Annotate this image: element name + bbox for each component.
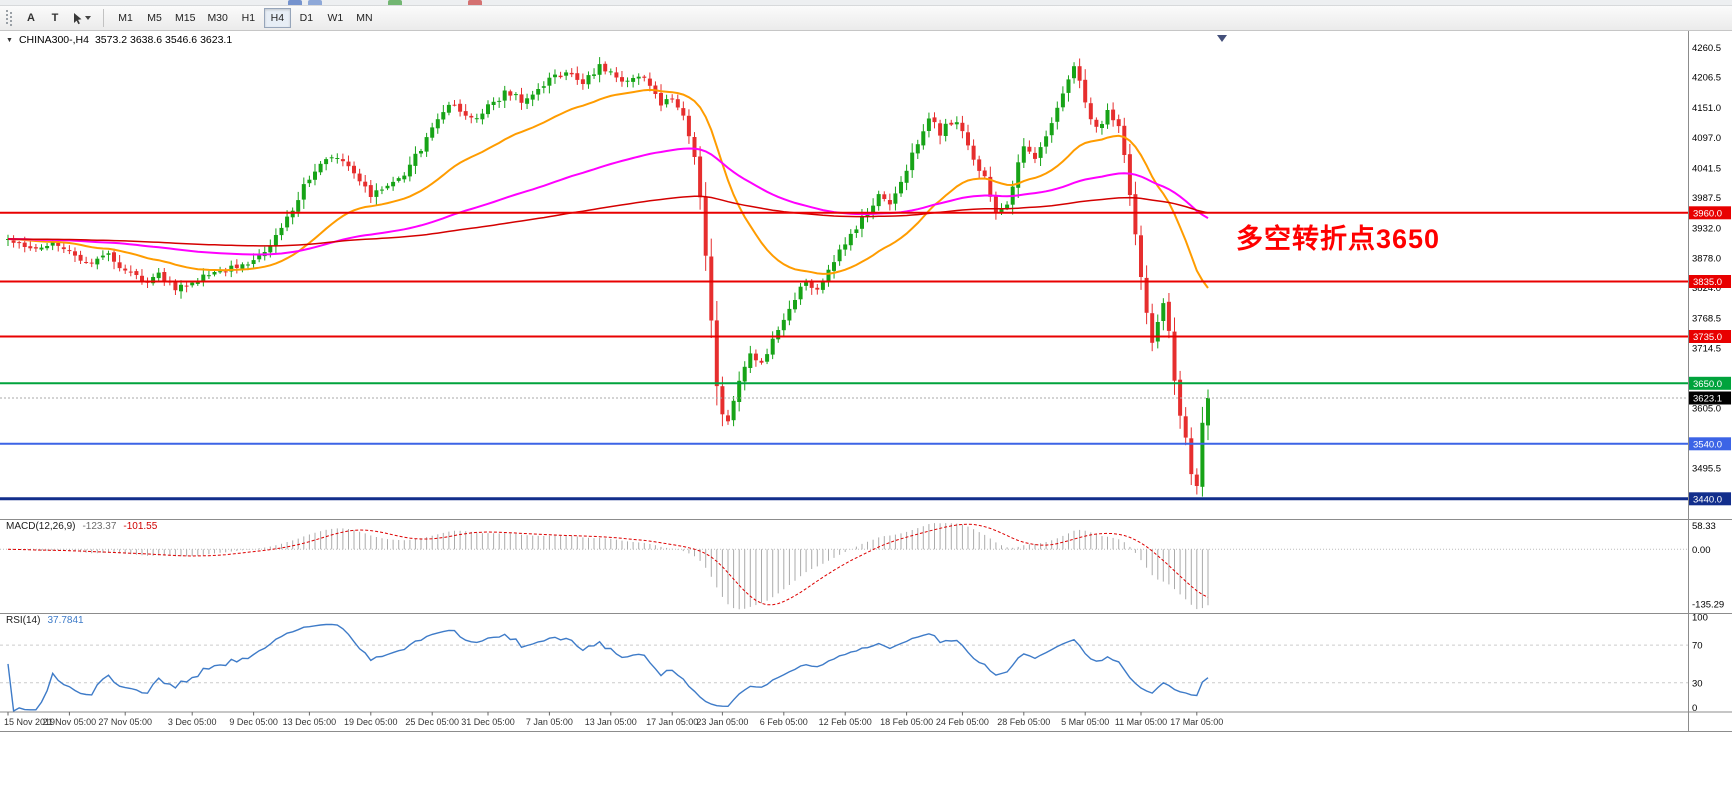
ma-slow-red [8, 195, 1209, 247]
svg-text:13 Dec 05:00: 13 Dec 05:00 [283, 717, 337, 727]
svg-text:25 Dec 05:00: 25 Dec 05:00 [405, 717, 459, 727]
cursor-icon [74, 12, 82, 24]
svg-text:3650.0: 3650.0 [1693, 379, 1722, 390]
ma-fast-orange [7, 88, 1209, 289]
clipped-toolbar-icon [388, 0, 402, 5]
svg-text:5 Mar 05:00: 5 Mar 05:00 [1061, 717, 1109, 727]
svg-text:3540.0: 3540.0 [1693, 439, 1722, 450]
timeframe-m30-button[interactable]: M30 [202, 8, 232, 28]
price-axis[interactable]: 4260.5 4206.5 4151.0 4097.0 4041.5 3987.5 3932… [1689, 43, 1731, 714]
annotation-text[interactable]: 多空转折点3650 [1236, 224, 1441, 254]
pane-separators [0, 31, 1732, 732]
svg-text:3878.0: 3878.0 [1692, 253, 1721, 264]
clipped-toolbar-icon [308, 0, 322, 5]
candlesticks [6, 57, 1210, 497]
toolbar-grip[interactable] [6, 10, 12, 26]
timeframe-m1-button[interactable]: M1 [112, 8, 139, 28]
svg-text:3932.0: 3932.0 [1692, 224, 1721, 235]
chart-canvas[interactable]: 4260.5 4206.5 4151.0 4097.0 4041.5 3987.5 3932… [0, 31, 1732, 794]
svg-text:19 Dec 05:00: 19 Dec 05:00 [344, 717, 398, 727]
svg-text:28 Feb 05:00: 28 Feb 05:00 [997, 717, 1050, 727]
svg-text:30: 30 [1692, 678, 1703, 689]
svg-text:31 Dec 05:00: 31 Dec 05:00 [461, 717, 515, 727]
svg-text:3 Dec 05:00: 3 Dec 05:00 [168, 717, 217, 727]
svg-text:3835.0: 3835.0 [1693, 277, 1722, 288]
cursor-tool-button[interactable] [68, 8, 95, 28]
toolbar-separator [103, 9, 104, 27]
moving-averages [7, 88, 1209, 289]
svg-text:11 Mar 05:00: 11 Mar 05:00 [1115, 717, 1167, 727]
text-tool-button[interactable]: T [44, 8, 66, 28]
timeframe-h1-button[interactable]: H1 [235, 8, 262, 28]
svg-text:4206.5: 4206.5 [1692, 73, 1721, 84]
timeframe-m15-button[interactable]: M15 [170, 8, 200, 28]
svg-text:21 Nov 05:00: 21 Nov 05:00 [43, 717, 97, 727]
svg-text:9 Dec 05:00: 9 Dec 05:00 [229, 717, 278, 727]
timeframe-m5-button[interactable]: M5 [141, 8, 168, 28]
svg-text:-135.29: -135.29 [1692, 600, 1724, 611]
svg-text:3768.5: 3768.5 [1692, 314, 1721, 325]
timeframe-mn-button[interactable]: MN [351, 8, 378, 28]
timeframe-w1-button[interactable]: W1 [322, 8, 349, 28]
svg-text:23 Jan 05:00: 23 Jan 05:00 [696, 717, 748, 727]
current-price-line [0, 35, 1688, 399]
label-tool-button[interactable]: A [20, 8, 42, 28]
svg-text:3440.0: 3440.0 [1693, 494, 1722, 505]
svg-text:17 Jan 05:00: 17 Jan 05:00 [646, 717, 698, 727]
svg-text:3623.1: 3623.1 [1693, 394, 1722, 405]
rsi-indicator [0, 623, 1688, 713]
dropdown-caret-icon [85, 16, 91, 20]
timeframe-d1-button[interactable]: D1 [293, 8, 320, 28]
price-badge-3835.0 [1689, 275, 1731, 288]
clipped-main-toolbar [0, 0, 1732, 6]
svg-text:7 Jan 05:00: 7 Jan 05:00 [526, 717, 573, 727]
price-badge-3650.0 [1689, 376, 1731, 390]
tools-toolbar: A T M1 M5 M15 M30 H1 H4 D1 W1 MN [0, 6, 1732, 31]
svg-text:4097.0: 4097.0 [1692, 133, 1721, 144]
timeframe-h4-button[interactable]: H4 [263, 8, 291, 28]
svg-text:3735.0: 3735.0 [1693, 332, 1722, 343]
horizontal-level-lines[interactable] [0, 211, 1688, 501]
svg-text:3605.0: 3605.0 [1692, 404, 1721, 415]
svg-text:4260.5: 4260.5 [1692, 43, 1721, 54]
svg-text:3495.5: 3495.5 [1692, 464, 1721, 475]
svg-text:100: 100 [1692, 612, 1708, 623]
price-badge-3540.0 [1689, 437, 1731, 451]
current-price-badge [1689, 391, 1731, 405]
svg-text:4041.5: 4041.5 [1692, 163, 1721, 174]
clipped-toolbar-icon [468, 0, 482, 5]
chart-window: 4260.5 4206.5 4151.0 4097.0 4041.5 3987.5 3932… [0, 31, 1732, 794]
svg-text:3824.0: 3824.0 [1692, 283, 1721, 294]
svg-text:70: 70 [1692, 641, 1703, 652]
price-badge-3960.0 [1689, 206, 1731, 220]
svg-text:24 Feb 05:00: 24 Feb 05:00 [936, 717, 989, 727]
price-badge-3440.0 [1689, 492, 1731, 506]
svg-text:6 Feb 05:00: 6 Feb 05:00 [760, 717, 808, 727]
svg-text:13 Jan 05:00: 13 Jan 05:00 [585, 717, 637, 727]
svg-text:18 Feb 05:00: 18 Feb 05:00 [880, 717, 933, 727]
macd-indicator [0, 523, 1688, 610]
svg-text:27 Nov 05:00: 27 Nov 05:00 [98, 717, 152, 727]
ma-medium-magenta [7, 147, 1209, 256]
svg-text:58.33: 58.33 [1692, 521, 1716, 532]
svg-text:0: 0 [1692, 703, 1697, 714]
svg-text:15 Nov 2019: 15 Nov 2019 [4, 717, 55, 727]
svg-text:3714.5: 3714.5 [1692, 343, 1721, 354]
clipped-toolbar-icon [288, 0, 302, 5]
svg-text:3960.0: 3960.0 [1693, 208, 1722, 219]
svg-text:12 Feb 05:00: 12 Feb 05:00 [819, 717, 872, 727]
price-badge-3735.0 [1689, 330, 1731, 343]
svg-text:0.00: 0.00 [1692, 545, 1711, 556]
svg-text:3987.5: 3987.5 [1692, 193, 1721, 204]
svg-text:4151.0: 4151.0 [1692, 103, 1721, 114]
chart-shift-marker-icon [1217, 35, 1227, 42]
svg-text:17 Mar 05:00: 17 Mar 05:00 [1170, 717, 1223, 727]
